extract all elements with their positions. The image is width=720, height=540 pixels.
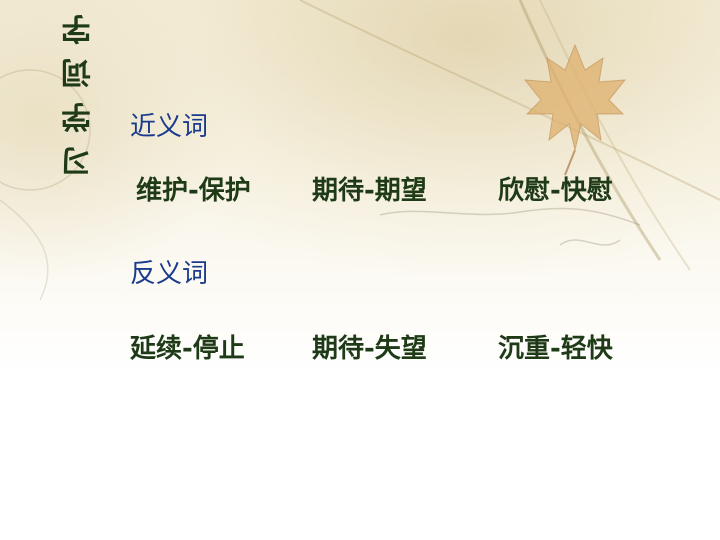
- maple-leaf-icon: [523, 43, 627, 176]
- synonym-pair: 维护-保护: [136, 176, 251, 206]
- side-title: 字 词 学 习: [58, 8, 94, 178]
- side-title-char: 习: [61, 142, 91, 177]
- synonym-pair: 欣慰-快慰: [498, 176, 613, 206]
- antonym-pair: 期待-失望: [312, 334, 427, 364]
- synonym-pair: 期待-期望: [312, 176, 427, 206]
- side-title-char: 学: [61, 98, 91, 133]
- antonym-pair: 沉重-轻快: [498, 334, 613, 364]
- antonym-pair: 延续-停止: [130, 334, 245, 364]
- side-title-char: 词: [61, 54, 91, 89]
- synonyms-heading: 近义词: [130, 112, 209, 142]
- antonyms-heading: 反义词: [130, 259, 209, 289]
- antonyms-row: 延续-停止 期待-失望 沉重-轻快: [130, 328, 670, 364]
- synonyms-row: 维护-保护 期待-期望 欣慰-快慰: [136, 170, 676, 206]
- side-title-char: 字: [61, 10, 91, 45]
